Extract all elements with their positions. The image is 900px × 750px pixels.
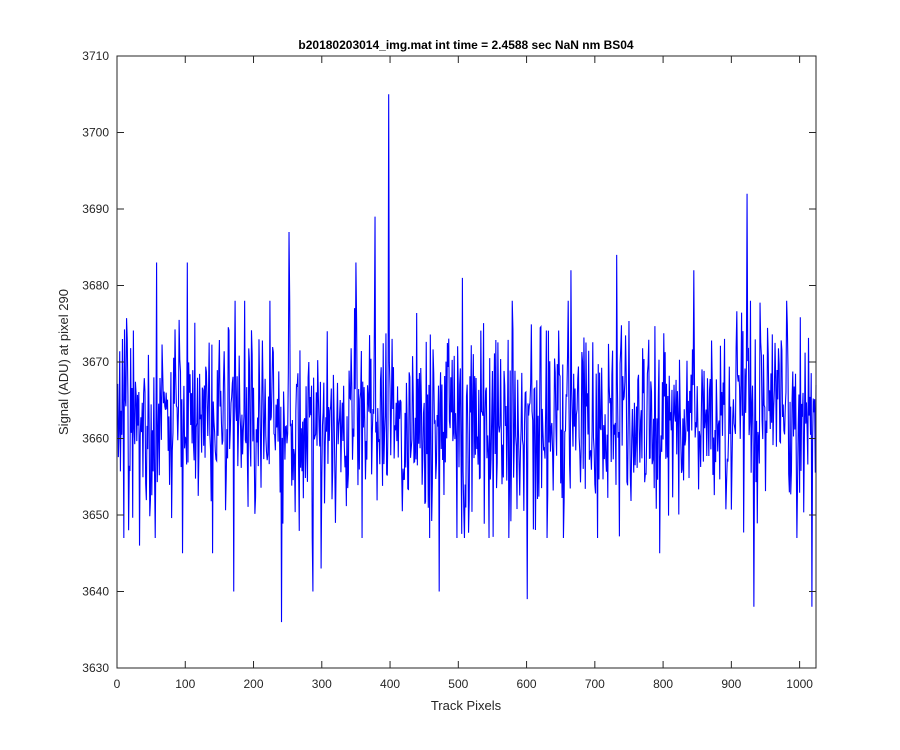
x-tick-label: 700 <box>585 677 605 691</box>
y-tick-label: 3630 <box>82 661 109 675</box>
y-tick-label: 3710 <box>82 49 109 63</box>
x-tick-label: 500 <box>448 677 468 691</box>
x-tick-label: 800 <box>653 677 673 691</box>
y-tick-label: 3640 <box>82 585 109 599</box>
y-tick-label: 3670 <box>82 355 109 369</box>
x-axis-label: Track Pixels <box>431 698 502 713</box>
x-tick-label: 0 <box>114 677 121 691</box>
x-axis: 0 100 200 300 400 500 600 700 800 900 1000 <box>114 56 813 691</box>
x-tick-label: 600 <box>517 677 537 691</box>
x-tick-label: 300 <box>312 677 332 691</box>
signal-series-line <box>117 94 817 623</box>
plot-area <box>117 94 817 623</box>
x-tick-label: 1000 <box>786 677 813 691</box>
chart-title: b20180203014_img.mat int time = 2.4588 s… <box>298 38 634 52</box>
y-tick-label: 3690 <box>82 202 109 216</box>
y-axis: 3630 3640 3650 3660 3670 3680 3690 3700 3710 <box>82 49 816 675</box>
y-axis-label: Signal (ADU) at pixel 290 <box>56 289 71 435</box>
y-tick-label: 3680 <box>82 279 109 293</box>
x-tick-label: 100 <box>175 677 195 691</box>
y-tick-label: 3660 <box>82 432 109 446</box>
y-tick-label: 3700 <box>82 126 109 140</box>
y-tick-label: 3650 <box>82 508 109 522</box>
x-tick-label: 200 <box>244 677 264 691</box>
x-tick-label: 900 <box>721 677 741 691</box>
x-tick-label: 400 <box>380 677 400 691</box>
